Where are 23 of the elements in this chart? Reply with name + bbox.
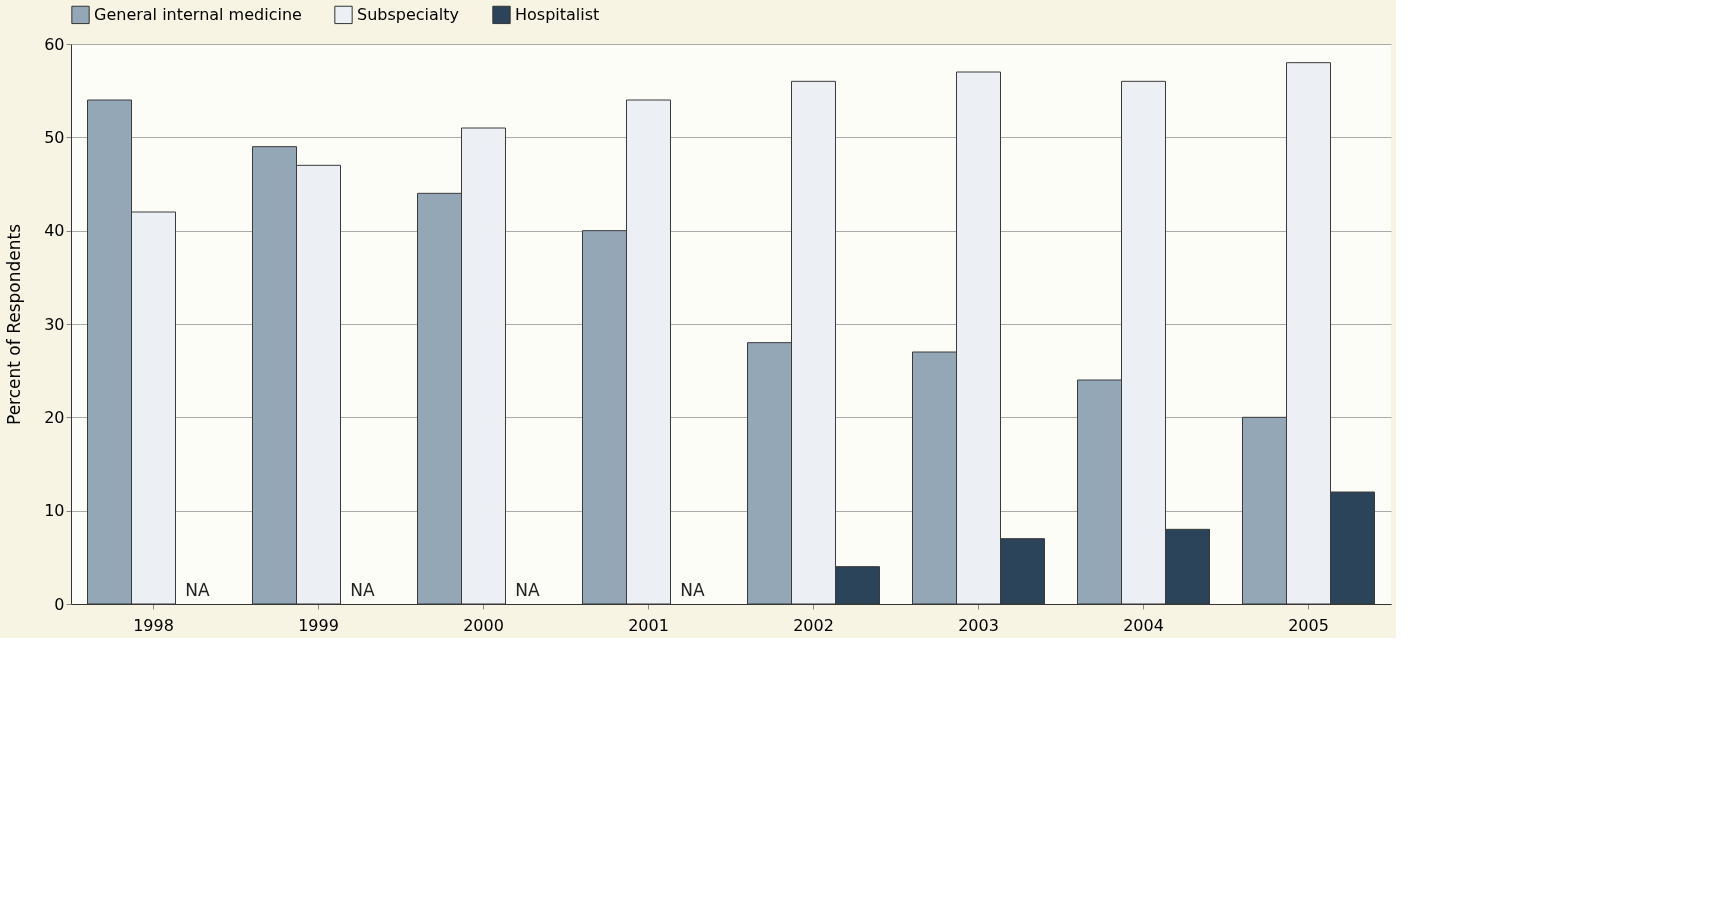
legend-label: General internal medicine [94,4,302,24]
y-tick-label: 30 [44,314,65,334]
annotation: NA [350,580,376,600]
annotation: NA [185,580,211,600]
x-tick-label: 1998 [133,615,174,635]
annotation: NA [680,580,706,600]
legend-label: Subspecialty [357,4,460,24]
x-tick-label: 2002 [793,615,834,635]
y-tick-label: 10 [44,501,65,521]
x-tick-label: 2005 [1288,615,1329,635]
y-axis-title: Percent of Respondents [4,223,25,426]
y-tick-label: 20 [44,407,65,427]
x-tick-label: 2000 [463,615,504,635]
annotation: NA [515,580,541,600]
x-tick-label: 1999 [298,615,339,635]
y-tick-label: 60 [44,34,65,54]
y-tick-label: 0 [54,594,65,614]
y-tick-label: 50 [44,127,65,147]
x-tick-label: 2001 [628,615,669,635]
legend-label: Hospitalist [515,4,600,24]
x-tick-label: 2003 [958,615,999,635]
y-tick-label: 40 [44,221,65,241]
x-tick-label: 2004 [1123,615,1164,635]
